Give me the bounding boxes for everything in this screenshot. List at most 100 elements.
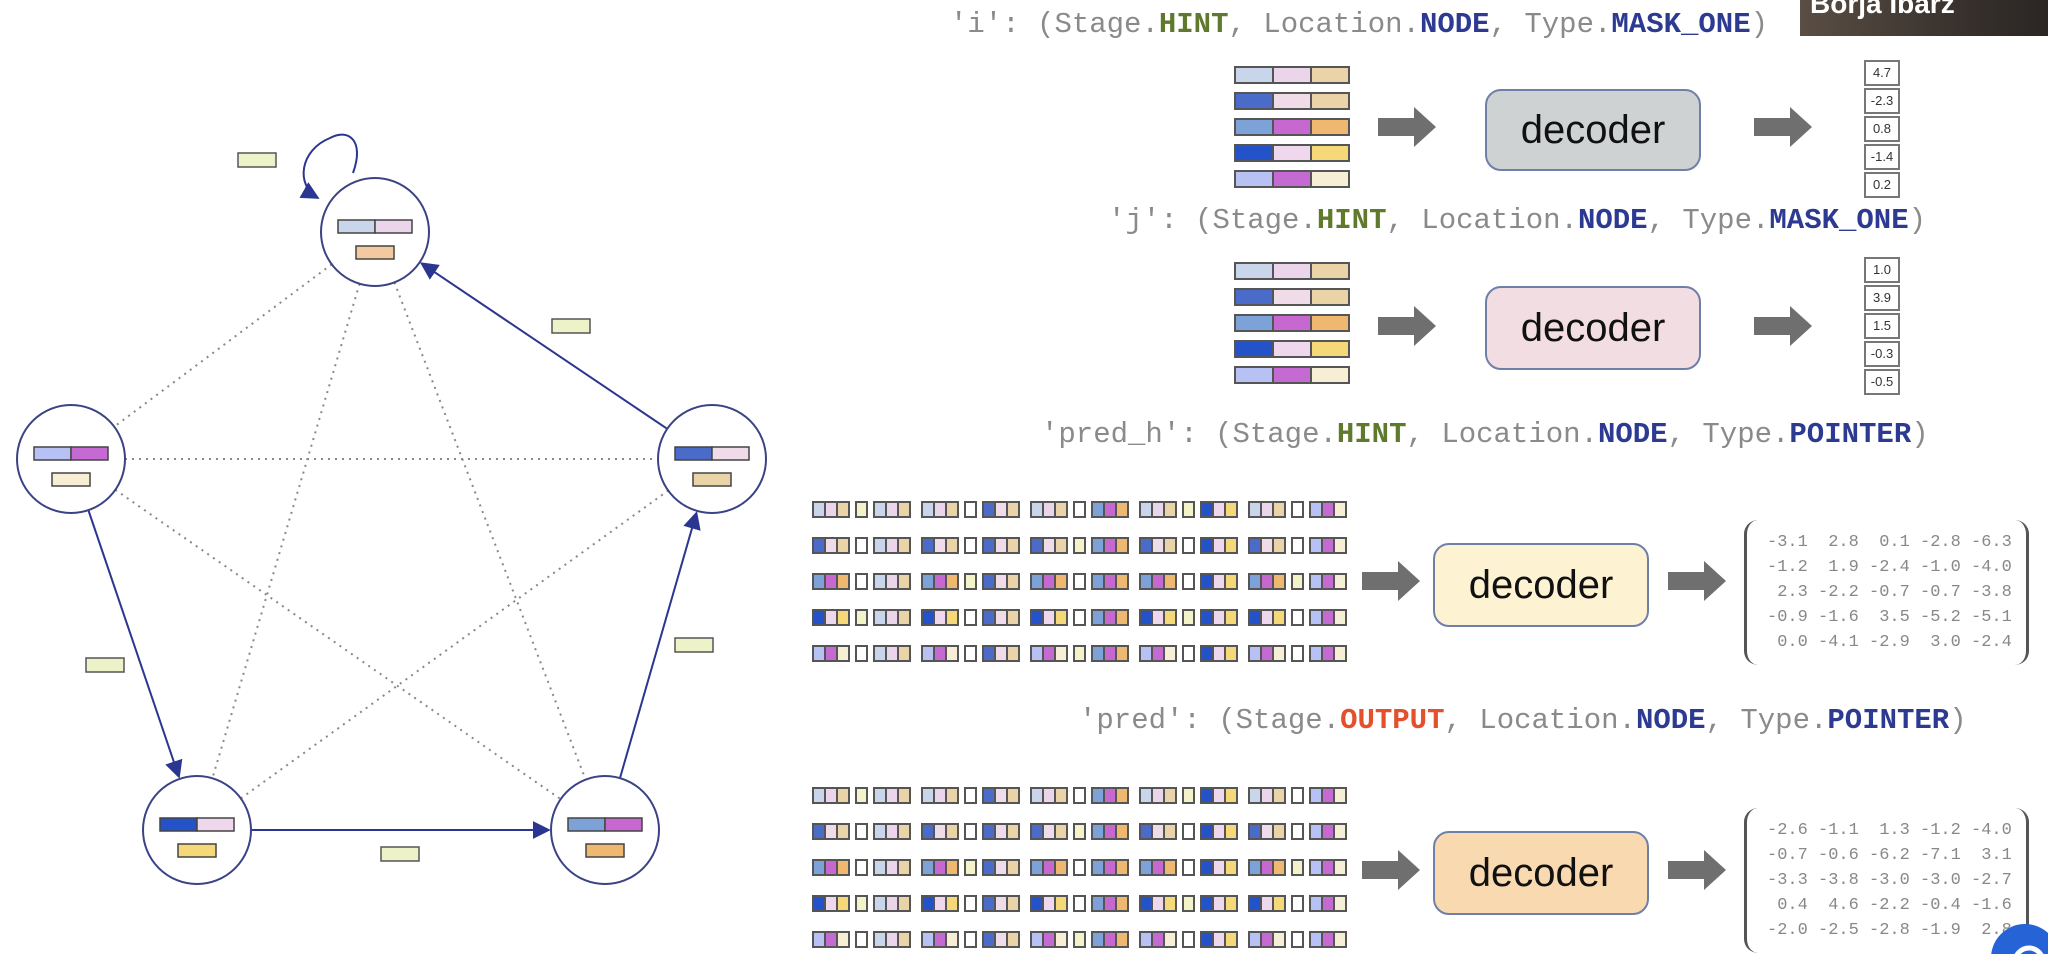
dotted-edge [211,283,361,779]
edge-embedding [921,895,1020,912]
embedding-cell [1312,342,1348,356]
edge-embedding [1248,573,1347,590]
spec-line-pred_h: 'pred_h': (Stage.HINT, Location.NODE, Ty… [1041,418,1929,451]
spec-token: OUTPUT [1340,704,1445,737]
arrow-icon [1754,107,1812,147]
edge-embedding [1248,501,1347,518]
spec-token: , [1667,418,1703,451]
node-feature-cell [196,817,235,832]
value-cell: -2.3 [1864,88,1900,114]
spec-token: MASK_ONE [1769,204,1909,237]
spec-token: Stage. [1235,704,1341,737]
dotted-edge [113,263,333,428]
embedding-cell [1312,316,1348,330]
edge-embedding [1139,537,1238,554]
edge-embedding [1139,645,1238,662]
embedding-cell [1274,94,1312,108]
spec-token: Type. [1682,204,1770,237]
spec-line-j: 'j': (Stage.HINT, Location.NODE, Type.MA… [1108,204,1926,237]
output-values-i: 4.7 -2.3 0.8 -1.4 0.2 [1864,60,1900,200]
output-matrix-pred_h: -3.1 2.8 0.1 -2.8 -6.3 -1.2 1.9 -2.4 -1.… [1744,520,2029,665]
edge-embedding [1248,823,1347,840]
edge-embedding [1139,895,1238,912]
directed-edge [619,511,701,779]
spec-token: Type. [1740,704,1828,737]
embedding-cell [1274,68,1312,82]
spec-token: , [1386,204,1422,237]
spec-token: Type. [1524,8,1612,41]
spec-token: NODE [1577,204,1648,237]
edge-embedding [1139,823,1238,840]
embedding-cell [1312,68,1348,82]
embedding-cell [1312,368,1348,382]
node-feature-cell [374,219,413,234]
edge-feature [85,657,125,673]
spec-token: HINT [1158,8,1229,41]
arrow-icon [1754,306,1812,346]
embedding-cell [1312,120,1348,134]
spec-token: Stage. [1212,204,1317,237]
node-embedding [1234,262,1350,280]
embedding-cell [1274,368,1312,382]
spec-token: Type. [1702,418,1790,451]
embedding-cell [1274,120,1312,134]
spec-token: : ( [1180,418,1233,451]
arrow-icon [1668,561,1726,601]
node-embedding [1234,340,1350,358]
edge-embedding [921,931,1020,948]
spec-token: ) [1750,8,1769,41]
embedding-cell [1236,290,1274,304]
dotted-edge [114,488,562,801]
edge-embedding [812,537,911,554]
edge-embedding [921,609,1020,626]
spec-token: 'pred' [1079,704,1184,737]
node-feature-cell [159,817,198,832]
edge-embedding [1139,787,1238,804]
spec-token: : ( [1002,8,1055,41]
node-embedding [1234,118,1350,136]
graph-node-right [657,404,767,514]
spec-line-i: 'i': (Stage.HINT, Location.NODE, Type.MA… [950,8,1768,41]
embedding-cell [1312,290,1348,304]
node-embedding [1234,314,1350,332]
decoder-pred_h: decoder [1433,543,1649,627]
edge-embedding [812,931,911,948]
embedding-cell [1312,172,1348,186]
node-embedding [1234,66,1350,84]
spec-token: POINTER [1827,704,1950,737]
node-embedding [1234,170,1350,188]
arrow-icon [1668,850,1726,890]
node-feature-cell [674,446,713,461]
output-values-j: 1.0 3.9 1.5 -0.3 -0.5 [1864,257,1900,397]
edge-embedding [812,787,911,804]
edge-embedding [1248,787,1347,804]
value-cell: 1.0 [1864,257,1900,283]
value-cell: -1.4 [1864,144,1900,170]
node-scalar-feature [177,843,217,858]
edge-embedding [1030,787,1129,804]
edge-embedding [1030,859,1129,876]
graph-node-left [16,404,126,514]
directed-edge [87,509,183,779]
edge-feature [237,152,277,168]
edge-embedding [1030,573,1129,590]
edge-embedding [921,787,1020,804]
spec-token: ) [1911,418,1929,451]
edge-embedding [921,823,1020,840]
value-cell: 0.2 [1864,172,1900,198]
embedding-cell [1236,68,1274,82]
spec-token: : ( [1183,704,1236,737]
value-cell: -0.5 [1864,369,1900,395]
embedding-cell [1274,290,1312,304]
node-scalar-feature [355,245,395,260]
arrow-icon [1362,850,1420,890]
spec-token: HINT [1316,204,1387,237]
value-cell: 0.8 [1864,116,1900,142]
arrow-icon [1378,306,1436,346]
spec-token: NODE [1419,8,1490,41]
value-cell: 4.7 [1864,60,1900,86]
node-scalar-feature [692,472,732,487]
edge-embedding [1030,501,1129,518]
graph-node-bottom-left [142,775,252,885]
graph-node-bottom-right [550,775,660,885]
